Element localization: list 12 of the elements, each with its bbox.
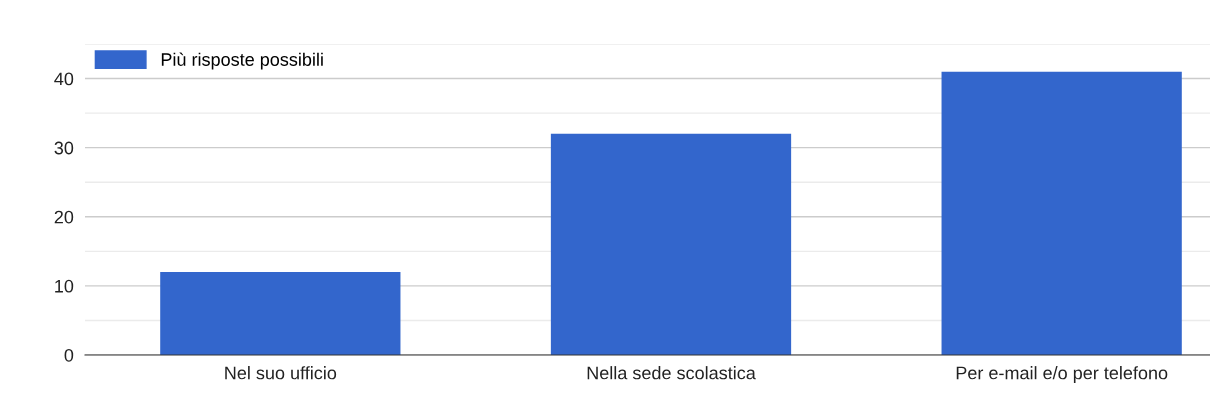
bar — [941, 71, 1182, 355]
y-tick-label: 40 — [54, 72, 74, 86]
x-tick-label: Nel suo ufficio — [225, 366, 337, 380]
y-tick-label: 20 — [54, 210, 74, 224]
bar — [550, 133, 792, 355]
y-tick-label: 0 — [64, 348, 74, 362]
x-tick-label: Nella sede scolastica — [587, 366, 756, 380]
x-tick-label: Per e-mail e/o per telefono — [956, 366, 1168, 383]
bar — [160, 272, 401, 355]
legend-label: Più risposte possibili — [161, 52, 323, 70]
y-tick-label: 30 — [54, 141, 74, 155]
y-tick-label: 10 — [55, 279, 74, 293]
